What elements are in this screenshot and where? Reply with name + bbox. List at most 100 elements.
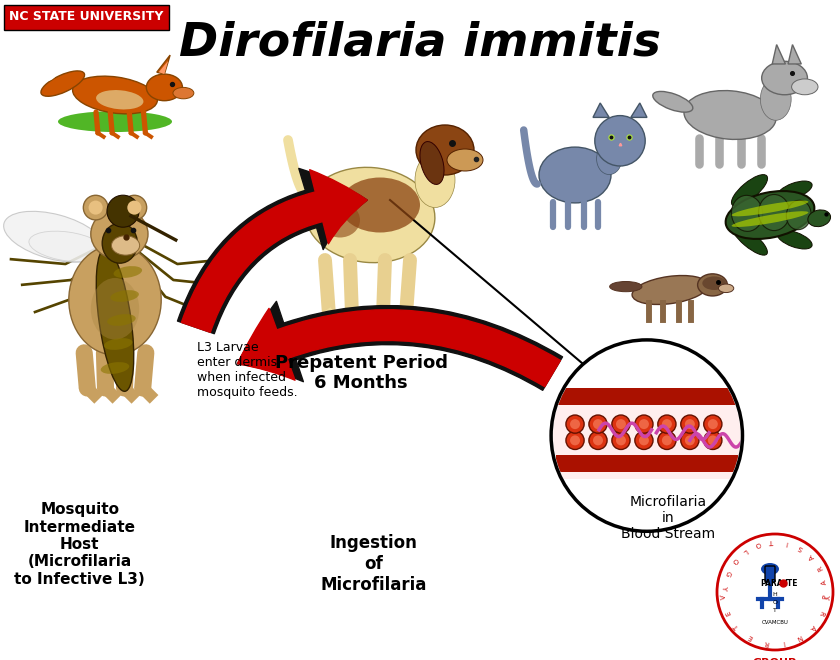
Ellipse shape bbox=[777, 230, 812, 249]
Text: I: I bbox=[785, 539, 788, 546]
Ellipse shape bbox=[305, 168, 435, 263]
Circle shape bbox=[704, 415, 722, 433]
Text: Mosquito
Intermediate
Host
(Microfilaria
to Infective L3): Mosquito Intermediate Host (Microfilaria… bbox=[14, 502, 145, 587]
Text: O: O bbox=[773, 599, 778, 605]
Ellipse shape bbox=[732, 175, 768, 206]
Circle shape bbox=[122, 195, 147, 220]
Circle shape bbox=[570, 419, 580, 429]
Text: N: N bbox=[795, 633, 803, 641]
Polygon shape bbox=[772, 45, 785, 64]
Bar bbox=[556, 455, 738, 472]
Text: I: I bbox=[782, 639, 785, 645]
Ellipse shape bbox=[808, 210, 831, 226]
Circle shape bbox=[566, 431, 584, 449]
Ellipse shape bbox=[761, 563, 779, 575]
Ellipse shape bbox=[732, 211, 808, 227]
Text: PARA: PARA bbox=[760, 579, 783, 589]
Text: E: E bbox=[725, 609, 732, 616]
Text: L3 Larvae
enter dermis
when infected
mosquito feeds.: L3 Larvae enter dermis when infected mos… bbox=[197, 341, 298, 399]
Ellipse shape bbox=[146, 74, 182, 101]
Bar bbox=[556, 388, 738, 405]
Circle shape bbox=[708, 436, 718, 446]
Circle shape bbox=[639, 419, 649, 429]
Ellipse shape bbox=[3, 211, 105, 262]
Ellipse shape bbox=[173, 87, 194, 99]
Text: E: E bbox=[748, 633, 754, 641]
Text: T: T bbox=[773, 607, 777, 612]
Text: O: O bbox=[754, 541, 762, 548]
Ellipse shape bbox=[684, 90, 776, 139]
Circle shape bbox=[685, 419, 695, 429]
Text: G: G bbox=[724, 570, 732, 577]
Polygon shape bbox=[159, 61, 168, 74]
Circle shape bbox=[566, 415, 584, 433]
Text: CVAMCBU: CVAMCBU bbox=[762, 620, 789, 624]
Circle shape bbox=[589, 431, 607, 449]
Ellipse shape bbox=[718, 284, 734, 292]
Text: H: H bbox=[773, 591, 777, 597]
Ellipse shape bbox=[96, 90, 144, 110]
Circle shape bbox=[680, 415, 699, 433]
Ellipse shape bbox=[102, 223, 138, 263]
Ellipse shape bbox=[786, 200, 811, 230]
Circle shape bbox=[680, 431, 699, 449]
Circle shape bbox=[662, 436, 672, 446]
Ellipse shape bbox=[539, 147, 611, 203]
Ellipse shape bbox=[632, 275, 708, 304]
Text: Y: Y bbox=[721, 585, 727, 590]
Circle shape bbox=[717, 534, 833, 650]
Ellipse shape bbox=[415, 152, 455, 207]
Circle shape bbox=[635, 431, 653, 449]
Ellipse shape bbox=[732, 224, 768, 255]
Circle shape bbox=[658, 431, 676, 449]
FancyBboxPatch shape bbox=[765, 566, 775, 582]
Text: GROUP: GROUP bbox=[753, 658, 797, 660]
Text: Dirofilaria immitis: Dirofilaria immitis bbox=[179, 20, 661, 65]
Ellipse shape bbox=[41, 71, 85, 96]
Text: T: T bbox=[734, 623, 741, 630]
Text: R: R bbox=[818, 609, 826, 616]
Polygon shape bbox=[788, 45, 801, 64]
Circle shape bbox=[662, 419, 672, 429]
Circle shape bbox=[635, 415, 653, 433]
Ellipse shape bbox=[112, 236, 139, 255]
Ellipse shape bbox=[91, 278, 139, 340]
Ellipse shape bbox=[416, 125, 474, 175]
Ellipse shape bbox=[40, 71, 56, 82]
Polygon shape bbox=[157, 55, 170, 74]
Circle shape bbox=[589, 415, 607, 433]
Ellipse shape bbox=[762, 61, 807, 95]
Circle shape bbox=[639, 436, 649, 446]
Ellipse shape bbox=[97, 249, 134, 391]
Ellipse shape bbox=[732, 195, 763, 232]
FancyArrowPatch shape bbox=[181, 170, 367, 333]
Ellipse shape bbox=[108, 314, 136, 326]
Circle shape bbox=[658, 415, 676, 433]
Bar bbox=[551, 393, 743, 478]
Circle shape bbox=[570, 436, 580, 446]
Ellipse shape bbox=[340, 178, 420, 232]
Polygon shape bbox=[631, 103, 647, 117]
Circle shape bbox=[551, 340, 743, 531]
Ellipse shape bbox=[760, 78, 791, 120]
Ellipse shape bbox=[698, 274, 727, 296]
Text: NC STATE UNIVERSITY: NC STATE UNIVERSITY bbox=[8, 11, 163, 24]
Text: O: O bbox=[731, 557, 738, 565]
Ellipse shape bbox=[29, 231, 105, 261]
Ellipse shape bbox=[653, 92, 693, 112]
Text: ITE: ITE bbox=[784, 579, 797, 589]
Ellipse shape bbox=[110, 290, 139, 302]
Ellipse shape bbox=[320, 203, 360, 238]
Circle shape bbox=[83, 195, 108, 220]
Ellipse shape bbox=[759, 195, 790, 230]
Circle shape bbox=[685, 436, 695, 446]
Ellipse shape bbox=[113, 266, 142, 278]
Text: A: A bbox=[809, 623, 816, 630]
FancyBboxPatch shape bbox=[4, 5, 169, 30]
Text: L: L bbox=[742, 547, 748, 554]
Text: Ingestion
of
Microfilaria: Ingestion of Microfilaria bbox=[321, 535, 427, 594]
Text: V: V bbox=[721, 594, 727, 599]
FancyArrowPatch shape bbox=[177, 168, 367, 334]
Text: Microfilaria
in
Blood Stream: Microfilaria in Blood Stream bbox=[621, 495, 715, 541]
FancyArrowPatch shape bbox=[238, 302, 563, 390]
